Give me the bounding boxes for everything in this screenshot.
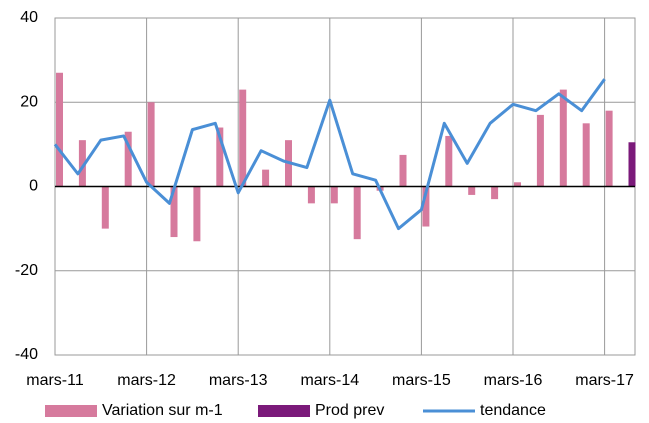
bar	[422, 186, 430, 227]
y-tick-label: -20	[15, 262, 38, 279]
bar	[445, 135, 453, 187]
x-tick-label: mars-15	[392, 372, 451, 389]
bar	[353, 186, 361, 240]
x-tick-label: mars-16	[484, 372, 543, 389]
y-tick-label: 40	[20, 9, 38, 26]
bar	[262, 169, 270, 187]
bar	[101, 186, 109, 229]
bar	[559, 89, 567, 187]
bar	[605, 110, 613, 187]
bar	[170, 186, 178, 238]
bar	[239, 89, 247, 187]
x-tick-label: mars-11	[26, 372, 84, 389]
bar	[216, 127, 224, 187]
bar	[330, 186, 338, 204]
bar	[193, 186, 201, 242]
legend-label: Variation sur m-1	[102, 402, 223, 419]
bar	[307, 186, 315, 204]
bar	[582, 123, 590, 187]
y-tick-label: 0	[29, 178, 38, 195]
legend-label: Prod prev	[315, 402, 384, 419]
bar	[124, 131, 132, 187]
bar	[491, 186, 499, 200]
bar	[399, 154, 407, 187]
bar	[78, 140, 86, 187]
x-tick-label: mars-17	[575, 372, 634, 389]
y-tick-label: -40	[15, 346, 38, 363]
x-tick-label: mars-13	[209, 372, 268, 389]
trend-line	[53, 78, 606, 231]
bar	[628, 142, 636, 187]
y-tick-label: 20	[20, 93, 38, 110]
legend-label: tendance	[480, 402, 546, 419]
x-tick-label: mars-12	[117, 372, 176, 389]
legend-swatch	[45, 405, 97, 417]
legend-swatch	[258, 405, 310, 417]
x-tick-label: mars-14	[300, 372, 359, 389]
bar	[147, 102, 155, 187]
bar	[468, 186, 476, 195]
bar	[56, 72, 63, 187]
bar	[514, 182, 521, 187]
bar	[536, 114, 544, 187]
